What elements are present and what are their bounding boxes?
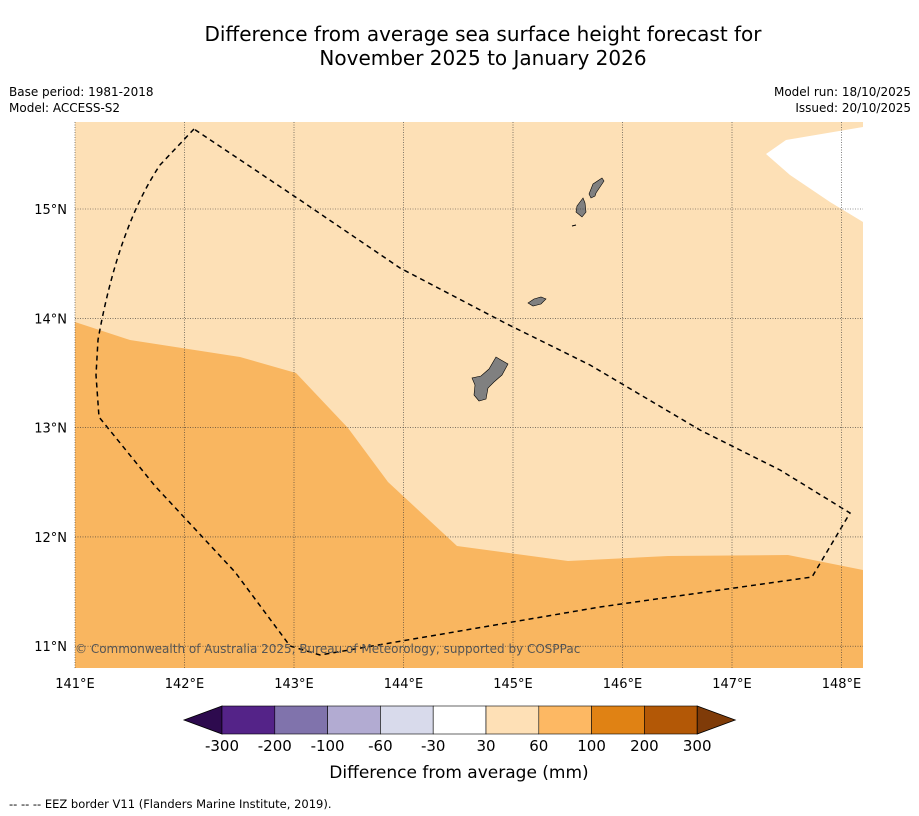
land-guam-island	[471, 356, 509, 402]
lon-tick-label: 144°E	[384, 677, 424, 692]
colorbar-tick-label: 200	[630, 737, 659, 755]
colorbar: -300 -200 -100 -60 -30 30 60 100 200 300	[182, 705, 737, 755]
colorbar-swatch	[221, 705, 276, 735]
colorbar-tick-label: 60	[529, 737, 548, 755]
eez-footnote: -- -- -- EEZ border V11 (Flanders Marine…	[9, 797, 332, 811]
chart-title: Difference from average sea surface heig…	[0, 22, 919, 70]
band-60-100-region	[75, 322, 863, 668]
lon-tick-label: 141°E	[55, 677, 95, 692]
land-saipan-island	[575, 197, 587, 218]
lon-axis: 141°E 142°E 143°E 144°E 145°E 146°E 147°E 148°E	[55, 677, 861, 692]
lat-tick-label: 15°N	[34, 203, 67, 218]
lon-tick-label: 147°E	[712, 677, 752, 692]
colorbar-extend-low	[182, 705, 223, 735]
colorbar-tick-label: -100	[311, 737, 345, 755]
lat-tick-label: 11°N	[34, 640, 67, 655]
colorbar-tick-label: 100	[577, 737, 606, 755]
colorbar-swatch	[327, 705, 381, 735]
meta-left: Base period: 1981-2018 Model: ACCESS-S2	[9, 84, 154, 116]
colorbar-tick-label: 30	[476, 737, 495, 755]
colorbar-tick-label: -300	[205, 737, 239, 755]
map-area	[75, 122, 863, 668]
lon-tick-label: 142°E	[165, 677, 205, 692]
colorbar-tick-label: -30	[421, 737, 446, 755]
colorbar-tick-label: 300	[683, 737, 712, 755]
lon-tick-label: 146°E	[603, 677, 643, 692]
title-line-1: Difference from average sea surface heig…	[204, 22, 762, 46]
colorbar-extend-high	[696, 705, 737, 735]
lon-tick-label: 148°E	[822, 677, 862, 692]
issued-text: Issued: 20/10/2025	[795, 101, 911, 115]
lat-tick-label: 14°N	[34, 312, 67, 327]
lon-tick-label: 145°E	[493, 677, 533, 692]
meta-right: Model run: 18/10/2025 Issued: 20/10/2025	[774, 84, 911, 116]
graticule	[74, 122, 863, 668]
colorbar-label: Difference from average (mm)	[329, 763, 588, 783]
colorbar-tick-label: -200	[258, 737, 292, 755]
title-line-2: November 2025 to January 2026	[319, 46, 647, 70]
colorbar-swatch	[274, 705, 328, 735]
land-rota-island	[527, 296, 547, 307]
lat-axis: 11°N 12°N 13°N 14°N 15°N	[34, 203, 67, 655]
colorbar-tick-label: -60	[368, 737, 393, 755]
lat-tick-label: 13°N	[34, 422, 67, 437]
land-north-islet	[588, 177, 605, 199]
colorbar-swatch	[591, 705, 645, 735]
copyright-text: © Commonwealth of Australia 2025, Bureau…	[75, 642, 580, 656]
colorbar-swatch	[485, 705, 540, 735]
model-text: Model: ACCESS-S2	[9, 101, 121, 115]
lon-tick-label: 143°E	[274, 677, 314, 692]
neutral-region	[766, 122, 863, 222]
eez-border	[95, 128, 852, 656]
colorbar-swatch	[644, 705, 698, 735]
lat-tick-label: 12°N	[34, 531, 67, 546]
colorbar-swatch	[432, 705, 487, 735]
land-small-islet	[571, 224, 577, 227]
base-period-text: Base period: 1981-2018	[9, 85, 154, 99]
colorbar-swatch	[380, 705, 434, 735]
model-run-text: Model run: 18/10/2025	[773, 85, 911, 99]
colorbar-swatch	[538, 705, 592, 735]
